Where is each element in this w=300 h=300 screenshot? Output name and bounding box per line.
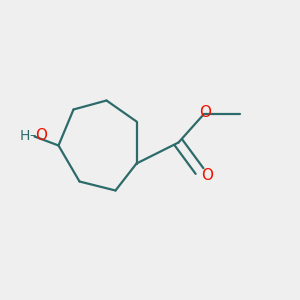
Text: –: – <box>30 129 36 142</box>
Text: O: O <box>200 105 211 120</box>
Text: H: H <box>20 129 30 143</box>
Text: O: O <box>201 168 213 183</box>
Text: O: O <box>35 128 47 143</box>
